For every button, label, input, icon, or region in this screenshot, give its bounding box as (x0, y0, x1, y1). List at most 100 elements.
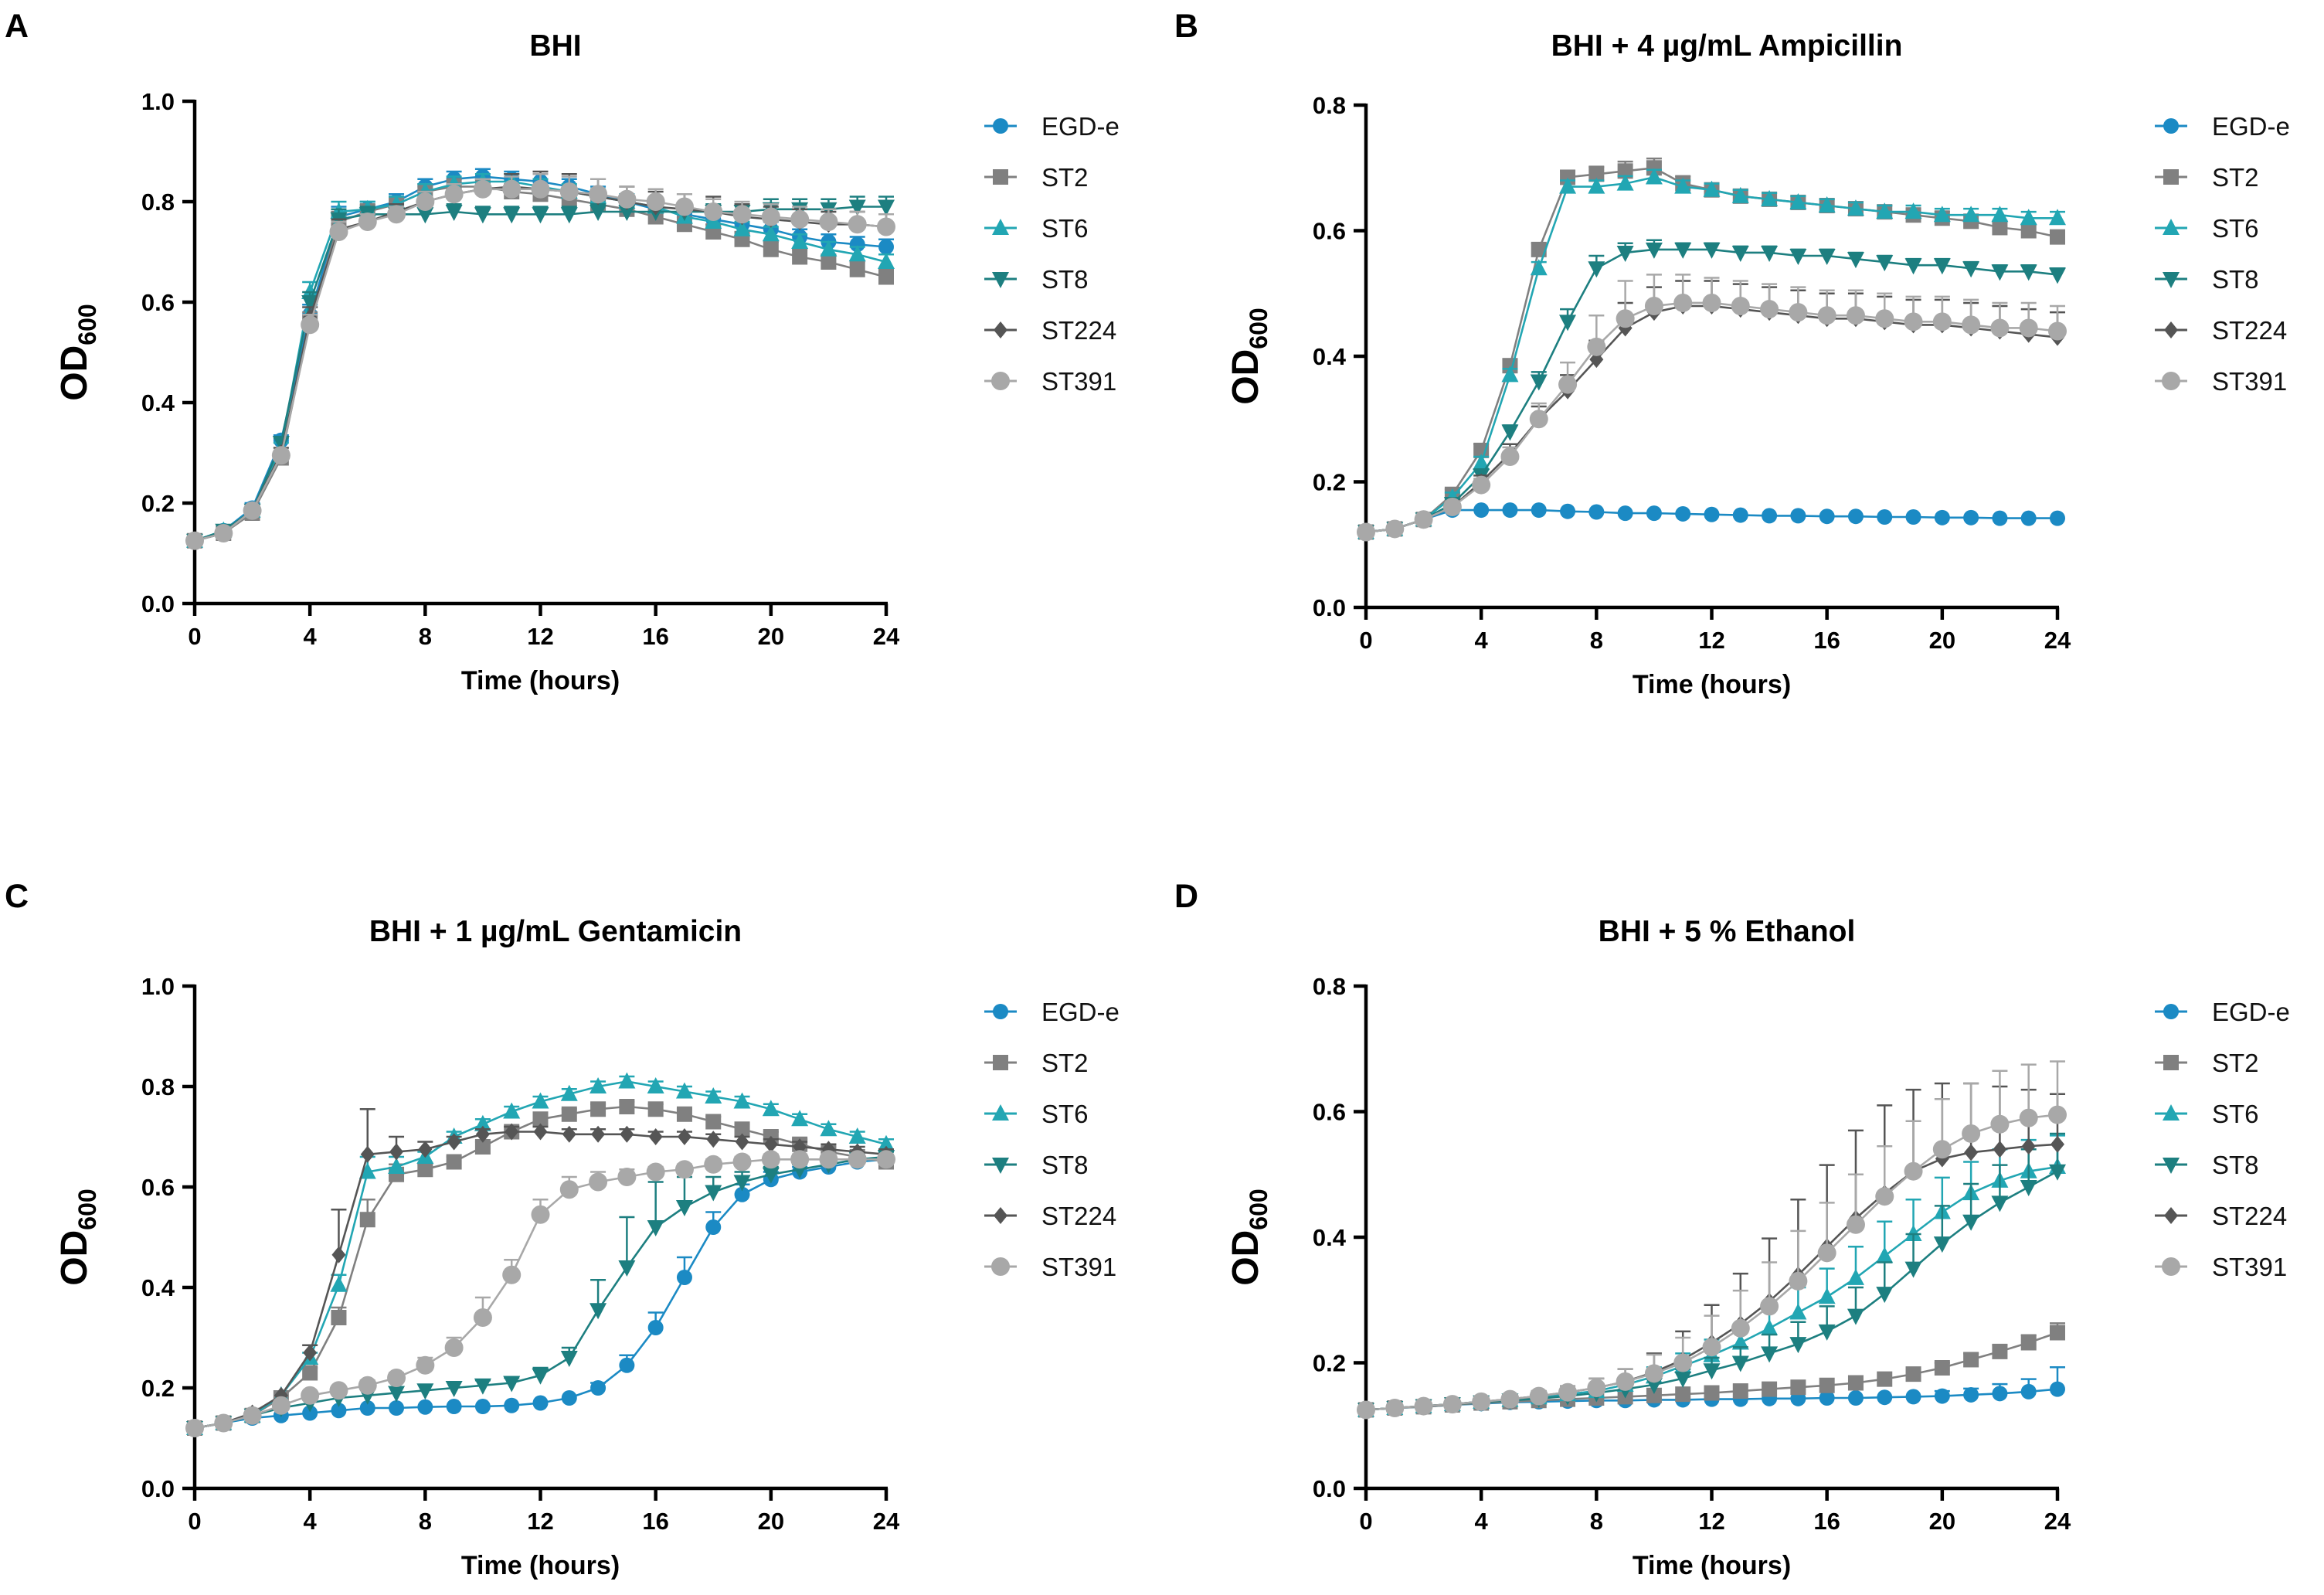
data-point (1500, 1389, 1520, 1409)
data-point (475, 1125, 490, 1143)
panel-letter: D (1174, 878, 1198, 915)
data-point (2048, 321, 2067, 341)
data-point (878, 199, 895, 216)
data-point (1790, 508, 1806, 524)
legend-marker (992, 272, 1009, 288)
data-point (878, 253, 895, 269)
data-point (591, 1125, 606, 1143)
y-tick-label: 1.0 (141, 88, 175, 115)
data-point (1847, 508, 1864, 525)
data-point (1761, 189, 1779, 206)
series-line (1365, 176, 2057, 533)
data-point (1761, 245, 1779, 262)
data-point (214, 1413, 233, 1433)
data-point (503, 1102, 521, 1119)
y-tick-label: 1.0 (141, 973, 175, 1000)
x-tick-label: 0 (1359, 627, 1372, 654)
legend-item: ST8 (2155, 1151, 2259, 1179)
data-point (388, 1386, 406, 1403)
data-point (2050, 1325, 2065, 1341)
y-tick-label: 0.2 (141, 1375, 175, 1402)
legend-marker (992, 219, 1009, 235)
data-point (416, 192, 435, 211)
x-tick-label: 8 (419, 623, 432, 650)
plot-area (1357, 157, 2067, 542)
legend-label: ST6 (1041, 214, 1089, 243)
legend-item: ST8 (984, 1151, 1089, 1179)
data-point (848, 245, 866, 262)
data-point (1587, 337, 1606, 356)
y-tick-label: 0.0 (1313, 594, 1346, 621)
data-point (618, 205, 636, 221)
data-point (1472, 475, 1491, 495)
y-tick-label: 0.6 (141, 1174, 175, 1201)
data-point (620, 1125, 634, 1143)
data-point (2020, 1335, 2037, 1351)
axes: 0 4 8 12 16 20 24 0.0 0.2 0.4 0.6 0.8 1.0 (141, 88, 900, 650)
data-point (1442, 498, 1462, 516)
data-point (301, 315, 320, 335)
x-tick-label: 12 (527, 1508, 553, 1535)
data-point (1762, 1381, 1778, 1397)
data-point (1731, 245, 1749, 262)
data-point (531, 179, 550, 199)
data-point (589, 1077, 607, 1093)
data-point (1847, 199, 1864, 216)
data-point (1731, 1333, 1749, 1350)
series-ST8 (1357, 1132, 2066, 1420)
data-point (1501, 424, 1519, 441)
legend-marker (993, 1055, 1008, 1070)
data-point (590, 1380, 606, 1396)
data-point (1760, 300, 1779, 319)
x-tick-label: 8 (1590, 1508, 1603, 1535)
data-point (1932, 1140, 1952, 1159)
data-point (647, 1320, 664, 1335)
data-point (1703, 180, 1721, 197)
data-point (531, 1205, 550, 1224)
legend-marker (2162, 1257, 2180, 1276)
data-point (561, 1106, 577, 1122)
plot-area (185, 1072, 895, 1437)
data-point (1789, 249, 1807, 265)
data-point (2050, 1135, 2064, 1153)
data-point (1761, 1318, 1779, 1335)
chart-title: BHI + 4 µg/mL Ampicillin (1551, 29, 1903, 63)
data-point (1904, 312, 1923, 332)
data-point (1616, 245, 1634, 262)
panel-letter: B (1174, 8, 1198, 45)
data-point (1531, 502, 1547, 519)
data-point (358, 1162, 376, 1179)
data-point (1904, 1161, 1923, 1181)
data-point (1963, 1386, 1979, 1403)
legend-label: ST224 (2212, 316, 2287, 345)
series-ST391 (1357, 274, 2067, 542)
data-point (1905, 509, 1921, 525)
data-point (358, 213, 377, 231)
data-point (1646, 1387, 1662, 1403)
plot-area (1357, 1060, 2067, 1420)
data-point (1933, 206, 1951, 223)
legend-label: ST2 (2212, 1049, 2259, 1077)
data-point (359, 1400, 375, 1416)
data-point (2050, 1381, 2065, 1397)
data-point (1962, 1214, 1980, 1231)
chart-title: BHI (529, 29, 581, 63)
data-point (1963, 1352, 1979, 1368)
data-point (1703, 242, 1721, 259)
x-tick-label: 4 (304, 1508, 318, 1535)
data-point (1762, 508, 1778, 524)
legend-label: ST2 (1041, 1049, 1089, 1077)
data-point (1904, 258, 1922, 275)
data-point (1414, 1396, 1433, 1416)
y-tick-label: 0.6 (1313, 218, 1346, 245)
legend-item: ST391 (984, 1253, 1116, 1281)
data-point (1990, 1114, 2010, 1134)
data-point (445, 1381, 463, 1397)
data-point (2020, 223, 2037, 239)
y-tick-label: 0.8 (1313, 92, 1346, 119)
legend-label: ST391 (1041, 367, 1116, 396)
x-tick-label: 8 (419, 1508, 432, 1535)
data-point (1819, 1390, 1835, 1406)
legend-item: ST224 (984, 1202, 1116, 1230)
data-point (1704, 1385, 1720, 1401)
